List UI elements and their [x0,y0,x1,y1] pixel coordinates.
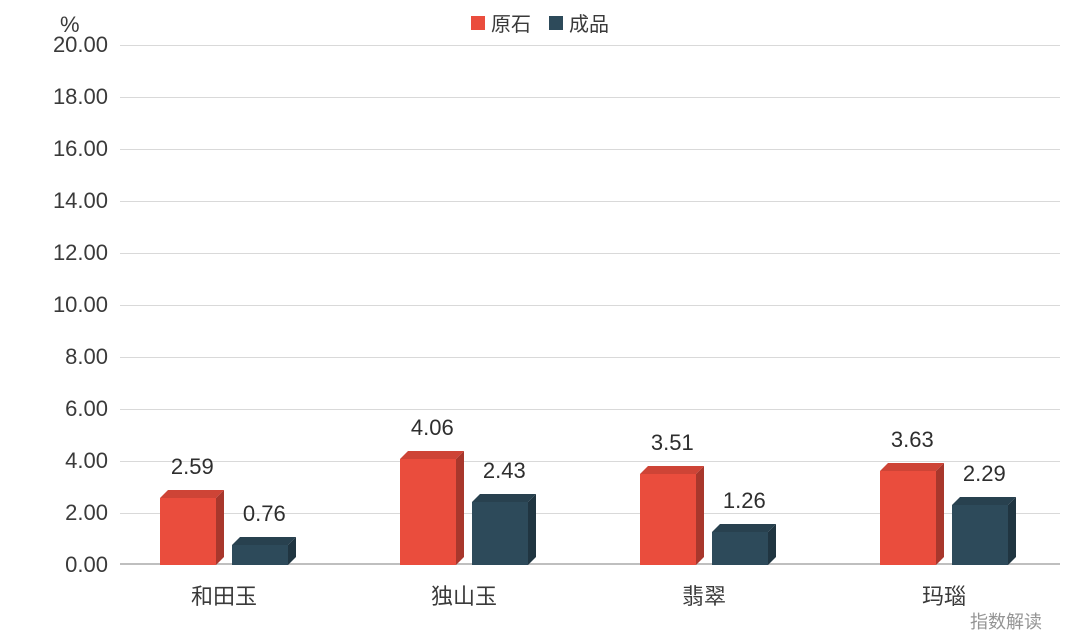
y-tick-label: 0.00 [65,552,108,578]
legend-label: 原石 [491,8,531,37]
bar-side-face [696,466,704,565]
bar-top-face [952,497,1016,505]
y-tick-label: 20.00 [53,32,108,58]
gridline [120,305,1060,306]
bar: 3.63 [880,471,936,565]
watermark-text: 指数解读 [970,608,1042,634]
legend-item: 成品 [549,8,609,37]
bar-top-face [640,466,704,474]
gridline [120,357,1060,358]
x-tick-label: 翡翠 [682,579,726,611]
bar-group: 独山玉4.062.43 [400,564,528,565]
bar-value-label: 2.29 [963,461,1006,487]
bar-value-label: 0.76 [243,501,286,527]
gridline [120,461,1060,462]
legend-swatch [549,16,563,30]
y-tick-label: 14.00 [53,188,108,214]
bar-top-face [232,537,296,545]
gridline [120,45,1060,46]
legend-label: 成品 [569,8,609,37]
y-tick-label: 18.00 [53,84,108,110]
y-tick-label: 6.00 [65,396,108,422]
bar-top-face [160,490,224,498]
bar: 0.76 [232,545,288,565]
bar-top-face [472,494,536,502]
y-tick-label: 8.00 [65,344,108,370]
x-tick-label: 玛瑙 [922,579,966,611]
gridline [120,253,1060,254]
y-tick-label: 2.00 [65,500,108,526]
y-tick-label: 12.00 [53,240,108,266]
gridline [120,201,1060,202]
bar-value-label: 3.63 [891,427,934,453]
bar-top-face [400,451,464,459]
bar-side-face [1008,497,1016,565]
gridline [120,97,1060,98]
bar: 3.51 [640,474,696,565]
grouped-bar-chart: 原石成品 % 0.002.004.006.008.0010.0012.0014.… [0,0,1080,638]
bar-value-label: 2.43 [483,458,526,484]
x-tick-label: 独山玉 [431,579,497,611]
legend-swatch [471,16,485,30]
bar-value-label: 4.06 [411,415,454,441]
bar-value-label: 2.59 [171,454,214,480]
bar-group: 和田玉2.590.76 [160,564,288,565]
y-tick-label: 4.00 [65,448,108,474]
bar-group: 翡翠3.511.26 [640,564,768,565]
bar-top-face [712,524,776,532]
gridline [120,149,1060,150]
bar: 2.59 [160,498,216,565]
bar-value-label: 3.51 [651,430,694,456]
bar-side-face [456,451,464,565]
legend: 原石 成品 [471,8,609,37]
bar-side-face [768,524,776,565]
legend-item: 原石 [471,8,531,37]
plot-area: 0.002.004.006.008.0010.0012.0014.0016.00… [120,45,1060,565]
bar: 1.26 [712,532,768,565]
x-tick-label: 和田玉 [191,579,257,611]
bar-value-label: 1.26 [723,488,766,514]
bar: 2.29 [952,505,1008,565]
bar-side-face [216,490,224,565]
bar-group: 玛瑙3.632.29 [880,564,1008,565]
y-tick-label: 16.00 [53,136,108,162]
bar-side-face [528,494,536,565]
bar-side-face [936,463,944,565]
y-tick-label: 10.00 [53,292,108,318]
bar: 4.06 [400,459,456,565]
gridline [120,409,1060,410]
bar: 2.43 [472,502,528,565]
bar-top-face [880,463,944,471]
